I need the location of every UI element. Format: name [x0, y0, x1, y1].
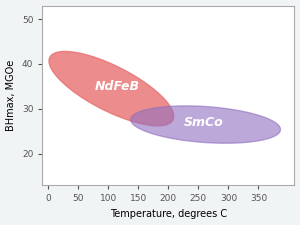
Polygon shape — [49, 52, 174, 126]
Polygon shape — [131, 106, 280, 143]
X-axis label: Temperature, degrees C: Temperature, degrees C — [110, 209, 227, 219]
Y-axis label: BHmax, MGOe: BHmax, MGOe — [6, 60, 16, 131]
Text: NdFeB: NdFeB — [95, 80, 140, 93]
Text: SmCo: SmCo — [183, 116, 223, 129]
